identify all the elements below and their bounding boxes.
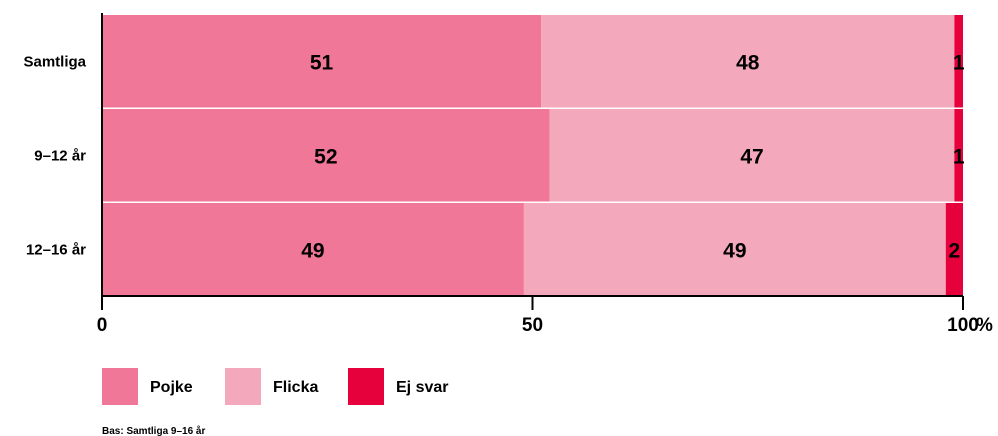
x-axis: 0 50 100 [97,13,979,336]
legend-swatch [348,368,384,405]
data-label: 1 [953,145,965,168]
legend-label: Pojke [150,379,193,396]
data-label: 49 [723,239,746,262]
bar-segment [102,109,550,202]
bar-segment [102,15,542,108]
bar-segment [954,109,963,202]
data-label: 2 [949,239,961,262]
category-label: 12–16 år [26,241,86,258]
bar-segment [102,203,524,296]
x-axis-unit-label: % [976,315,993,336]
bars-group: 51 48 1 52 47 1 49 49 2 [102,15,965,296]
category-labels: Samtliga 9–12 år 12–16 år [23,53,86,258]
bar-segment [945,203,963,296]
legend-label: Ej svar [396,379,448,396]
data-label: 1 [953,51,965,74]
bar-segment [523,203,946,296]
data-label: 47 [740,145,763,168]
category-label: Samtliga [23,53,86,70]
legend: Pojke Flicka Ej svar [102,368,448,405]
data-label: 48 [736,51,760,74]
legend-swatch [225,368,261,405]
footnote: Bas: Samtliga 9–16 år [102,425,205,436]
bar-segment [954,15,963,108]
bar-segment [549,109,955,202]
x-tick-label: 50 [522,315,543,336]
x-tick-label: 100 [947,315,979,336]
data-label: 51 [310,51,334,74]
category-label: 9–12 år [34,147,86,164]
data-label: 52 [314,145,337,168]
bar-segment [541,15,955,108]
legend-label: Flicka [273,379,318,396]
data-label: 49 [301,239,324,262]
x-tick-label: 0 [97,315,108,336]
legend-swatch [102,368,138,405]
